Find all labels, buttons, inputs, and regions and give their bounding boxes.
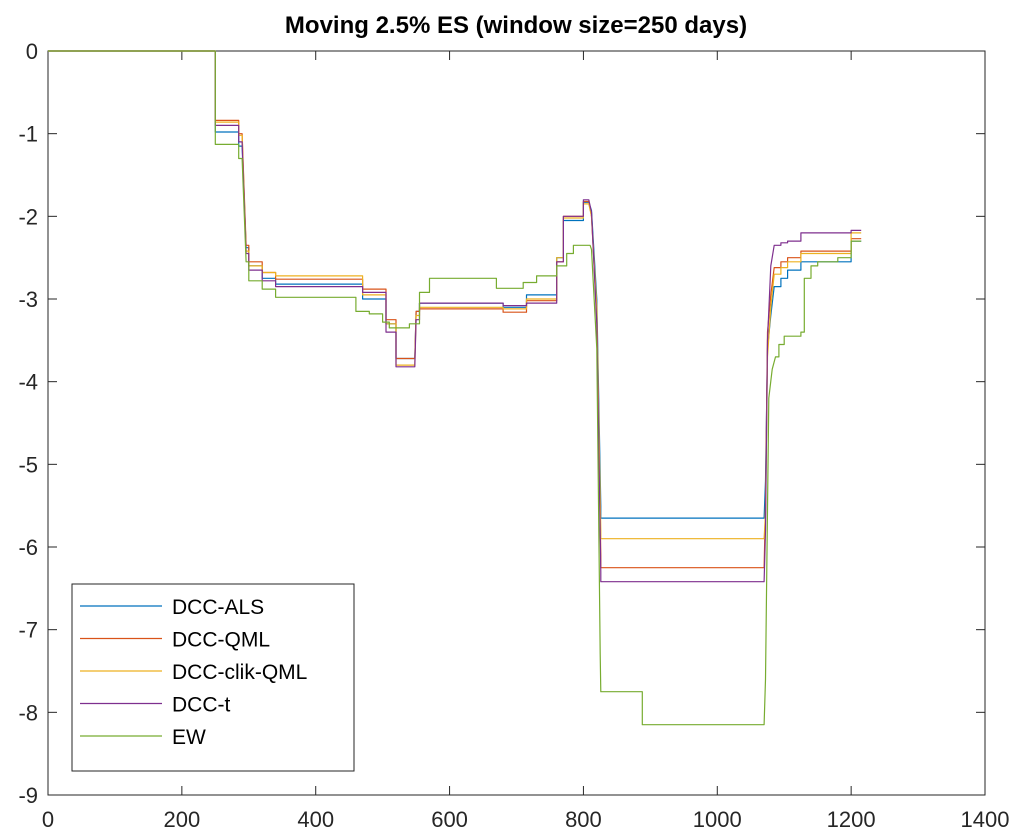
series-line-dcc-t	[48, 50, 862, 583]
x-tick-label: 200	[163, 807, 200, 832]
x-tick-label: 0	[42, 807, 54, 832]
y-tick-label: -4	[18, 370, 38, 395]
legend-label: DCC-ALS	[172, 596, 264, 619]
x-tick-label: 1000	[693, 807, 742, 832]
series-line-ew	[48, 50, 862, 726]
x-tick-label: 1200	[827, 807, 876, 832]
y-tick-label: -5	[18, 452, 38, 477]
legend-label: DCC-t	[172, 694, 230, 717]
legend-label: DCC-QML	[172, 629, 270, 652]
y-tick-label: -3	[18, 287, 38, 312]
y-tick-label: 0	[26, 39, 38, 64]
x-tick-label: 600	[431, 807, 468, 832]
legend: DCC-ALS DCC-QML DCC-clik-QML DCC-t EW	[71, 583, 355, 772]
y-tick-label: -8	[18, 700, 38, 725]
legend-box	[71, 583, 355, 772]
chart-title: Moving 2.5% ES (window size=250 days)	[285, 12, 747, 39]
legend-label: EW	[172, 726, 206, 749]
y-tick-label: -9	[18, 783, 38, 808]
y-axis: 0 -1 -2 -3 -4 -5 -6 -7 -8 -9	[18, 39, 985, 808]
x-tick-label: 400	[297, 807, 334, 832]
legend-label: DCC-clik-QML	[172, 661, 307, 684]
x-tick-label: 1400	[961, 807, 1010, 832]
y-tick-label: -6	[18, 535, 38, 560]
x-axis: 0 200 400 600 800 1000 1200 1400	[42, 51, 1010, 832]
x-tick-label: 800	[565, 807, 602, 832]
y-tick-label: -7	[18, 618, 38, 643]
y-tick-label: -2	[18, 204, 38, 229]
series-lines	[48, 50, 862, 726]
y-tick-label: -1	[18, 122, 38, 147]
